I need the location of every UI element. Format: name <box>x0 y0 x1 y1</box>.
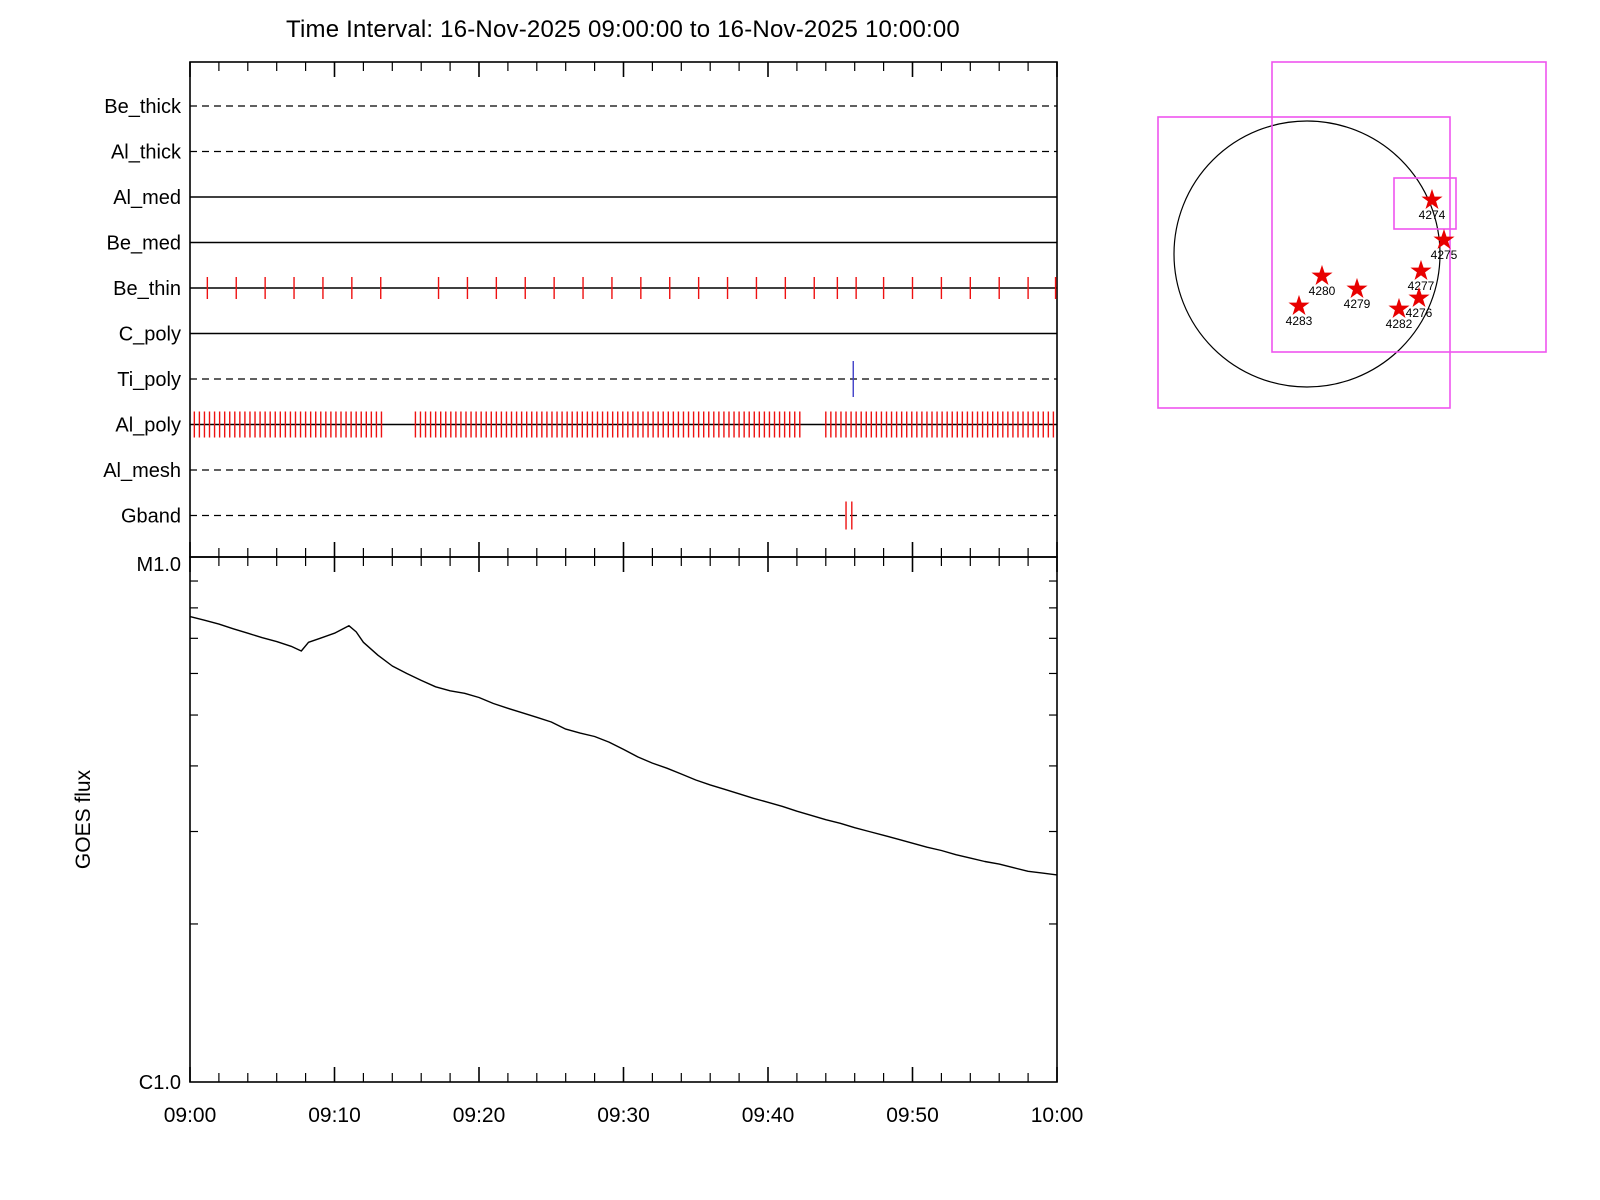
fov-box <box>1271 61 1547 353</box>
goes-flux-chart: M1.0 C1.0 09:00 09:10 09:20 09:30 09:40 09:50 10… <box>72 554 1083 1127</box>
x-axis-tick-label: 09:20 <box>453 1104 506 1127</box>
active-region-star-4280 <box>1311 264 1333 285</box>
active-region-star-4275 <box>1433 228 1455 249</box>
goes-frame <box>189 556 1058 1083</box>
x-axis-tick-label: 09:50 <box>886 1104 939 1127</box>
goes-flux-curve <box>189 615 1058 876</box>
filter-label-Gband: Gband <box>121 506 181 528</box>
filter-label-C_poly: C_poly <box>119 324 181 346</box>
filter-label-Be_thick: Be_thick <box>104 96 182 118</box>
filter-timeline-chart: Be_thick Al_thick Al_med Be_med Be_thin C_pol… <box>103 61 1058 558</box>
fov-box <box>1157 116 1451 409</box>
active-region-label-4275: 4275 <box>1431 248 1458 262</box>
filter-label-Be_thin: Be_thin <box>113 278 181 300</box>
x-axis-tick-label: 09:30 <box>597 1104 650 1127</box>
filter-label-Be_med: Be_med <box>107 233 182 255</box>
active-region-label-4280: 4280 <box>1309 284 1336 298</box>
active-region-star-4274 <box>1421 188 1443 209</box>
page-title: Time Interval: 16-Nov-2025 09:00:00 to 1… <box>286 16 960 43</box>
x-axis-tick-label: 09:10 <box>308 1104 361 1127</box>
filter-label-Al_poly: Al_poly <box>115 415 181 437</box>
x-axis-tick-label: 10:00 <box>1031 1104 1084 1127</box>
active-region-star-4279 <box>1346 277 1368 298</box>
x-axis-tick-label: 09:40 <box>742 1104 795 1127</box>
y-axis-bottom-label: C1.0 <box>139 1072 181 1094</box>
active-region-star-4282 <box>1388 297 1410 318</box>
filter-label-Ti_poly: Ti_poly <box>117 369 181 391</box>
filter-label-Al_med: Al_med <box>113 187 181 209</box>
active-region-label-4282: 4282 <box>1386 317 1413 331</box>
timeline-frame <box>189 61 1058 558</box>
x-axis-tick-label: 09:00 <box>164 1104 217 1127</box>
y-axis-title: GOES flux <box>72 769 95 869</box>
active-region-label-4279: 4279 <box>1344 297 1371 311</box>
active-region-label-4276: 4276 <box>1406 306 1433 320</box>
active-region-star-4276 <box>1408 286 1430 307</box>
active-region-label-4274: 4274 <box>1419 208 1446 222</box>
filter-label-Al_mesh: Al_mesh <box>103 460 181 482</box>
active-region-label-4283: 4283 <box>1286 314 1313 328</box>
active-region-label-4277: 4277 <box>1408 279 1435 293</box>
solar-limb-circle <box>1173 120 1441 388</box>
fov-box <box>1393 177 1457 230</box>
active-region-star-4283 <box>1288 294 1310 315</box>
filter-label-Al_thick: Al_thick <box>111 142 182 164</box>
active-region-star-4277 <box>1410 259 1432 280</box>
y-axis-top-label: M1.0 <box>137 554 181 576</box>
